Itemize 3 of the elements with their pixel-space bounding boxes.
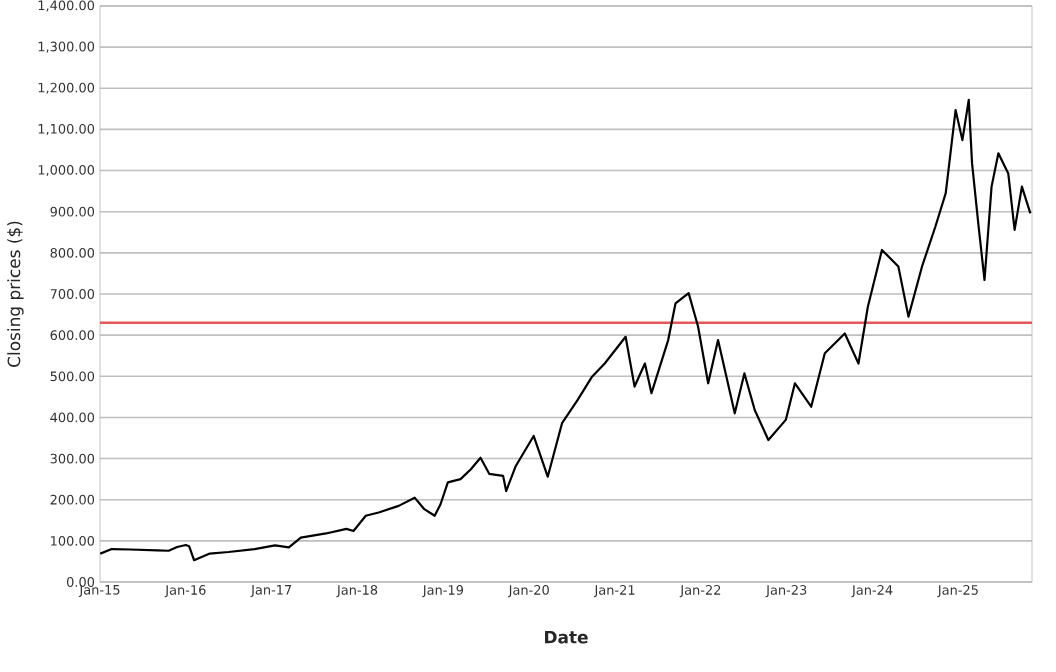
line-series [100,98,1032,562]
x-axis-title: Date [545,630,588,644]
y-axis-title: Closing prices ($) [7,221,24,367]
